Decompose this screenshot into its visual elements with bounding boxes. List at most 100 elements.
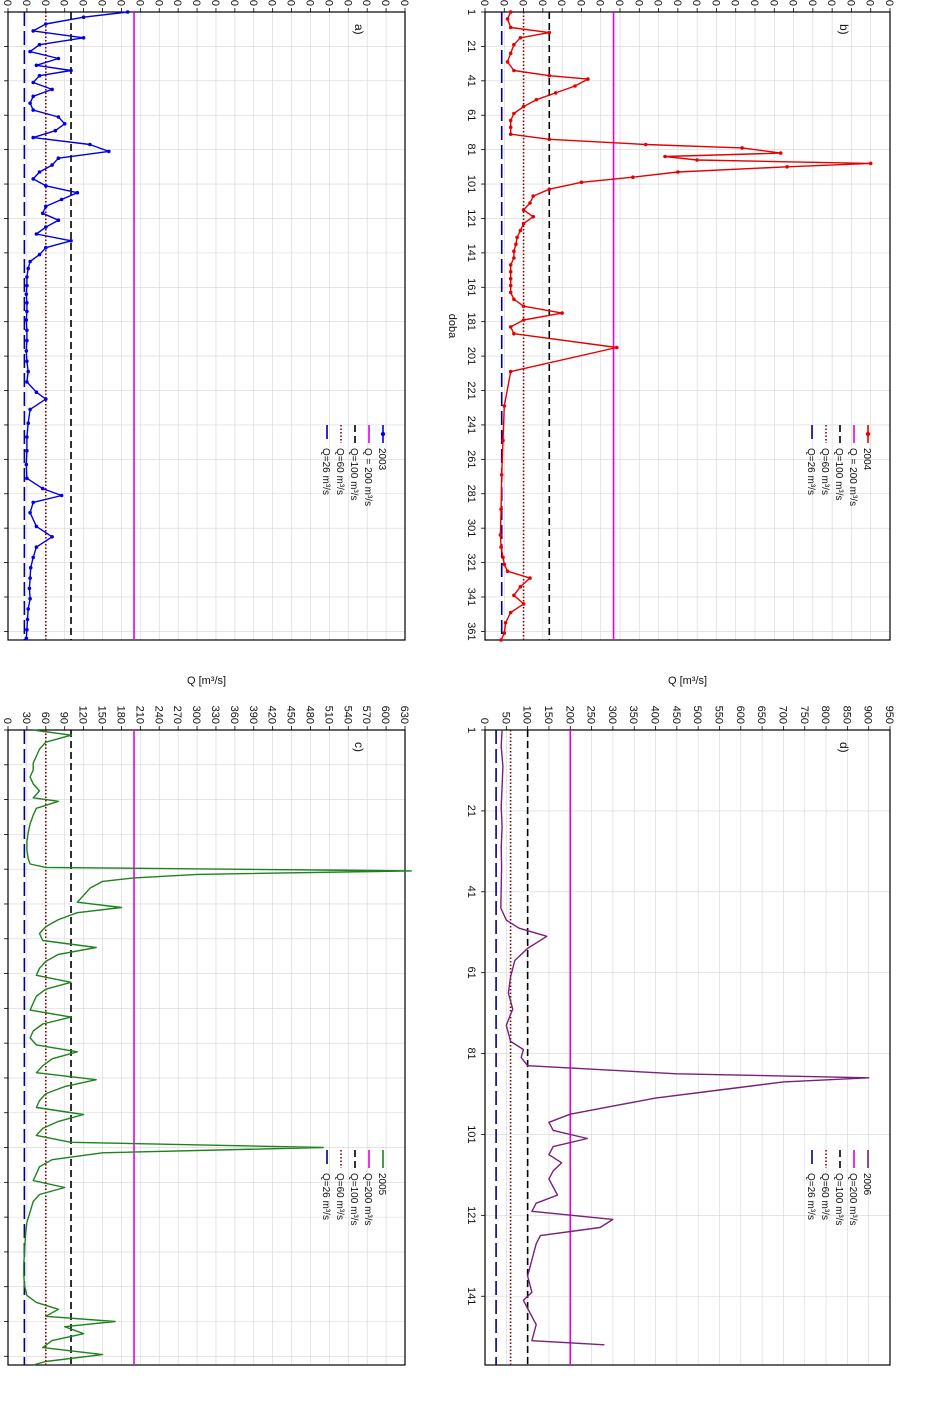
data-point	[512, 111, 516, 116]
legend-label: Q=26 m³/s	[320, 1173, 331, 1220]
y-tick-label: 630	[883, 0, 895, 6]
data-point	[28, 49, 32, 54]
y-tick-label: 600	[379, 0, 391, 6]
y-tick-label: 180	[114, 706, 126, 724]
y-tick-label: 120	[77, 706, 89, 724]
data-point	[34, 524, 39, 529]
y-tick-label: 90	[58, 712, 70, 724]
y-tick-label: 570	[844, 0, 856, 6]
x-tick-label: 61	[465, 967, 477, 979]
y-tick-label: 150	[574, 0, 586, 6]
data-point	[59, 493, 64, 498]
y-tick-label: 550	[712, 706, 724, 724]
data-point	[579, 180, 584, 185]
data-point	[106, 149, 111, 154]
data-point	[43, 225, 48, 229]
data-point	[50, 87, 54, 92]
data-point	[508, 132, 513, 136]
y-tick-label: 420	[266, 0, 278, 6]
y-tick-label: 150	[96, 706, 108, 724]
x-axis-title: doba	[446, 314, 458, 339]
data-point	[512, 593, 516, 598]
data-point	[56, 115, 61, 119]
data-point	[521, 221, 526, 226]
y-tick-label: 450	[285, 706, 297, 724]
legend-label: Q=26 m³/s	[805, 448, 816, 495]
legend-marker	[865, 431, 871, 437]
y-tick-label: 950	[883, 706, 895, 724]
data-point	[560, 311, 564, 315]
data-point	[512, 68, 516, 73]
data-point	[25, 380, 29, 384]
data-point	[528, 201, 532, 205]
y-tick-label: 600	[864, 0, 876, 6]
legend-label: Q=60 m³/s	[819, 1173, 830, 1220]
data-point	[26, 266, 30, 271]
y-tick-label: 390	[729, 0, 741, 6]
data-point	[34, 232, 39, 236]
plot-frame	[484, 11, 891, 641]
y-tick-label: 750	[798, 706, 810, 724]
data-point	[547, 137, 552, 142]
data-point	[508, 51, 513, 56]
y-tick-label: 350	[627, 706, 639, 724]
data-point	[25, 338, 29, 343]
data-point	[508, 283, 513, 288]
x-tick-label: 301	[465, 519, 477, 537]
data-point	[508, 276, 513, 281]
y-tick-label: 30	[497, 0, 509, 6]
plot-frame	[7, 729, 406, 1366]
y-tick-label: 30	[20, 0, 32, 6]
data-point	[508, 125, 513, 130]
data-point	[25, 435, 29, 439]
panel-label: a)	[352, 24, 366, 35]
y-tick-label: 510	[322, 706, 334, 724]
data-point	[514, 242, 518, 247]
data-point	[553, 91, 558, 95]
data-point	[508, 270, 513, 274]
data-point	[43, 204, 48, 209]
data-point	[505, 569, 510, 574]
y-tick-label: 330	[209, 706, 221, 724]
data-point	[31, 80, 35, 85]
data-point	[512, 256, 516, 260]
data-point	[498, 533, 503, 537]
y-tick-label: 850	[840, 706, 852, 724]
y-tick-label: 0	[1, 0, 13, 6]
panel-label: d)	[837, 742, 851, 753]
x-tick-label: 121	[465, 209, 477, 227]
data-point	[69, 239, 73, 243]
data-point	[28, 407, 32, 412]
data-point	[81, 36, 86, 40]
data-point	[37, 252, 42, 257]
data-point	[501, 438, 505, 443]
data-point	[512, 42, 516, 47]
y-tick-label: 330	[209, 0, 221, 6]
y-tick-label: 420	[266, 706, 278, 724]
series-line-2006	[500, 729, 870, 1346]
y-tick-label: 650	[755, 706, 767, 724]
data-point	[37, 42, 42, 47]
legend-label: Q=100 m³/s	[348, 448, 359, 501]
data-point	[43, 397, 48, 401]
y-tick-label: 90	[58, 0, 70, 6]
y-tick-label: 0	[1, 718, 13, 724]
x-tick-label: 141	[465, 1287, 477, 1305]
y-tick-label: 300	[190, 0, 202, 6]
data-point	[508, 263, 513, 267]
legend-label: 2006	[861, 1173, 872, 1196]
data-point	[28, 259, 32, 264]
data-point	[50, 535, 54, 539]
y-tick-label: 60	[39, 712, 51, 724]
data-point	[53, 128, 58, 133]
data-point	[25, 617, 30, 622]
y-tick-label: 390	[247, 706, 259, 724]
data-point	[59, 197, 64, 202]
data-point	[56, 218, 61, 222]
y-tick-label: 700	[776, 706, 788, 724]
y-tick-label: 630	[398, 706, 410, 724]
x-tick-label: 1	[465, 9, 477, 15]
